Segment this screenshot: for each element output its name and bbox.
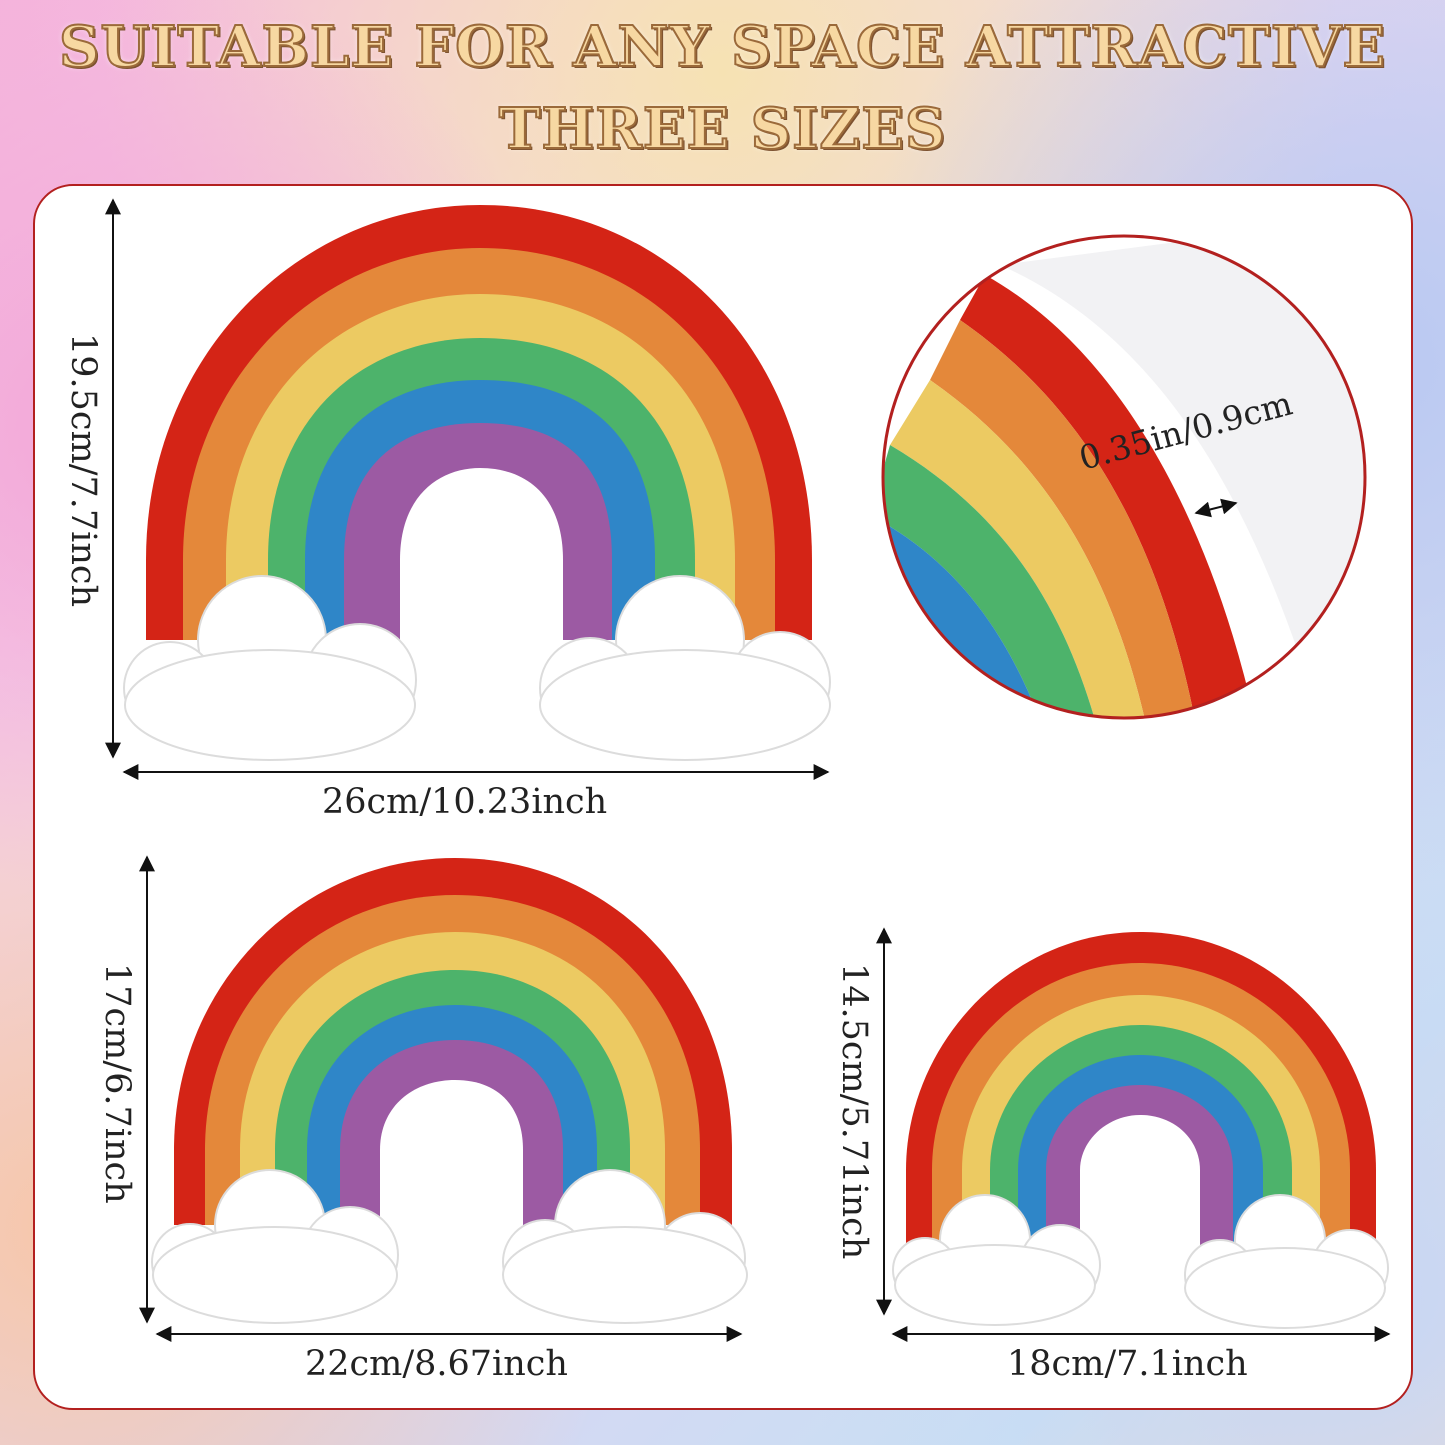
cloud-left-large — [123, 575, 417, 761]
width-label-small: 18cm/7.1inch — [1007, 1344, 1248, 1384]
height-label-large: 19.5cm/7.7inch — [63, 333, 103, 608]
width-label-medium: 22cm/8.67inch — [305, 1344, 568, 1384]
width-label-large: 26cm/10.23inch — [322, 782, 608, 822]
rainbow-small — [892, 932, 1389, 1329]
cloud-right-large — [539, 575, 831, 761]
rainbow-large — [123, 205, 831, 761]
thickness-detail-circle — [881, 234, 1367, 720]
cloud-right-medium — [502, 1169, 748, 1324]
height-label-medium: 17cm/6.7inch — [97, 963, 137, 1204]
cloud-left-small — [892, 1194, 1101, 1326]
heading-line-2: THREE SIZES — [498, 95, 947, 163]
height-label-small: 14.5cm/5.71inch — [834, 963, 874, 1260]
cloud-left-medium — [151, 1169, 399, 1324]
rainbow-medium — [151, 858, 748, 1324]
cloud-right-small — [1184, 1194, 1389, 1329]
heading-line-1: SUITABLE FOR ANY SPACE ATTRACTIVE — [58, 13, 1387, 81]
